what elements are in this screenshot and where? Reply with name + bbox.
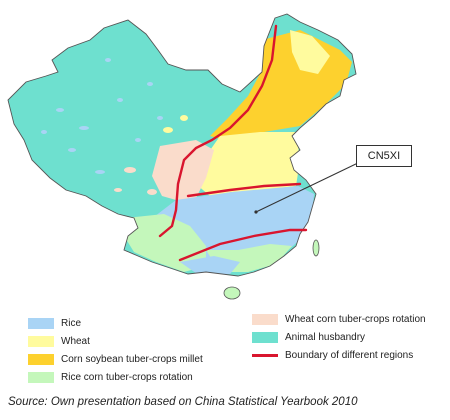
legend-item-rice: Rice xyxy=(28,316,81,330)
region-wheat-northeast xyxy=(290,30,330,74)
legend-label: Corn soybean tuber-crops millet xyxy=(61,353,203,365)
legend-item-rice-corn: Rice corn tuber-crops rotation xyxy=(28,370,193,384)
pasture-speckles-beige xyxy=(114,157,174,195)
pasture-speckles xyxy=(41,58,163,174)
legend-label: Wheat corn tuber-crops rotation xyxy=(285,313,426,325)
legend-swatch xyxy=(28,353,54,365)
china-map xyxy=(7,13,361,300)
callout-pointer xyxy=(255,161,361,213)
legend-swatch xyxy=(28,335,54,347)
legend-label: Rice corn tuber-crops rotation xyxy=(61,371,193,383)
legend-label: Animal husbandry xyxy=(285,331,366,343)
callout-point xyxy=(254,210,258,214)
legend-line-swatch xyxy=(252,353,278,357)
boundary-line-north xyxy=(186,182,302,198)
region-wheat-corn-north xyxy=(152,140,214,200)
region-rice-south xyxy=(180,256,240,276)
taiwan-island xyxy=(312,239,320,257)
legend-item-animal-husbandry: Animal husbandry xyxy=(252,330,365,344)
callout-label-box: CN5XI xyxy=(356,145,412,167)
callout-label: CN5XI xyxy=(367,150,401,162)
legend-label: Wheat xyxy=(61,335,90,347)
legend-swatch xyxy=(252,313,278,325)
legend-item-corn: Corn soybean tuber-crops millet xyxy=(28,352,203,366)
legend-swatch xyxy=(28,371,54,383)
boundary-line-northeast xyxy=(158,24,278,238)
pasture-speckles-yellow xyxy=(163,115,188,133)
legend-item-wheat-corn: Wheat corn tuber-crops rotation xyxy=(252,312,426,326)
hainan-island xyxy=(223,286,241,300)
legend-swatch xyxy=(28,317,54,329)
map-legend: Rice Wheat Corn soybean tuber-crops mill… xyxy=(0,312,450,386)
source-note: Source: Own presentation based on China … xyxy=(8,396,358,408)
legend-item-wheat: Wheat xyxy=(28,334,90,348)
boundary-line-south xyxy=(178,228,308,262)
legend-swatch xyxy=(252,331,278,343)
region-wheat-north xyxy=(196,132,300,196)
legend-label: Boundary of different regions xyxy=(285,349,414,361)
legend-item-boundary: Boundary of different regions xyxy=(252,348,413,362)
legend-label: Rice xyxy=(61,317,82,329)
region-boundaries xyxy=(158,24,308,262)
